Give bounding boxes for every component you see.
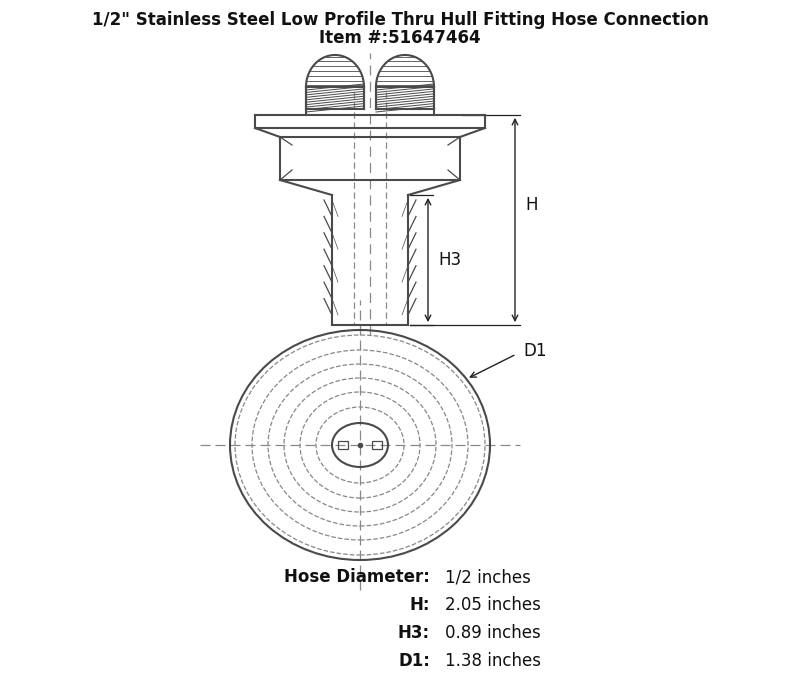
Text: 0.89 inches: 0.89 inches [445, 624, 541, 642]
Text: H:: H: [410, 596, 430, 614]
Text: Hose Diameter:: Hose Diameter: [284, 568, 430, 586]
Bar [372, 441, 382, 449]
Text: D1:: D1: [398, 652, 430, 670]
Text: 2.05 inches: 2.05 inches [445, 596, 541, 614]
Text: 1.38 inches: 1.38 inches [445, 652, 541, 670]
Text: 1/2" Stainless Steel Low Profile Thru Hull Fitting Hose Connection: 1/2" Stainless Steel Low Profile Thru Hu… [91, 11, 709, 29]
Text: H: H [525, 196, 538, 214]
Bar [338, 441, 348, 449]
Text: D1: D1 [523, 342, 547, 360]
Text: Item #:51647464: Item #:51647464 [319, 29, 481, 47]
Text: 1/2 inches: 1/2 inches [445, 568, 531, 586]
Text: H3: H3 [438, 251, 461, 269]
Text: H3:: H3: [398, 624, 430, 642]
